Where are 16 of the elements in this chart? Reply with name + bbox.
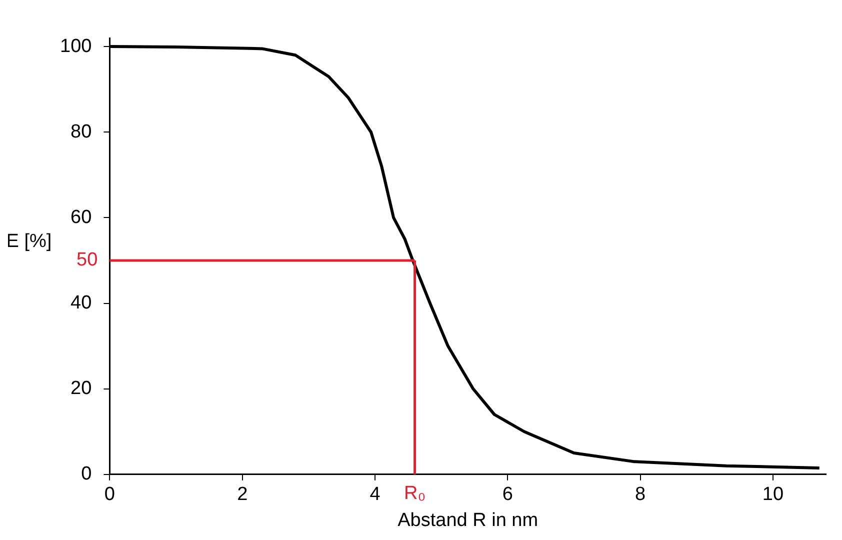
x-tick-label: 4	[370, 484, 381, 506]
x-tick-label: 0	[104, 484, 115, 506]
x-tick-label: 10	[762, 484, 784, 506]
y-tick-label: 20	[70, 378, 92, 400]
ref-line-label: R₀	[404, 483, 426, 504]
y-tick-label: 100	[60, 36, 92, 57]
ref-line-label: 50	[76, 250, 98, 271]
y-tick-label: 40	[70, 292, 92, 314]
x-tick-label: 8	[635, 484, 646, 506]
x-tick-label: 6	[502, 484, 513, 506]
y-axis-title: E [%]	[6, 230, 52, 252]
x-axis-title: Abstand R in nm	[398, 510, 538, 531]
x-tick-label: 2	[237, 484, 248, 506]
y-tick-label: 0	[81, 464, 92, 485]
y-tick-label: 60	[70, 206, 92, 228]
y-tick-label: 80	[70, 121, 92, 142]
